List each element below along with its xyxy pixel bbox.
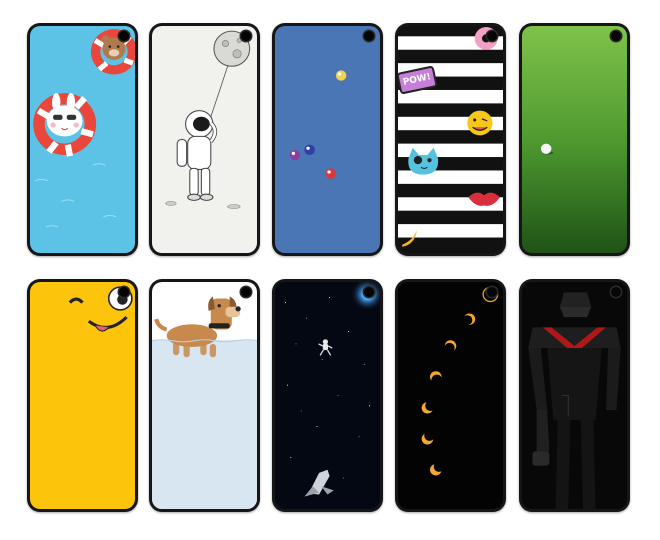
phone-robot xyxy=(519,279,630,512)
camera-hole xyxy=(241,287,251,297)
camera-hole xyxy=(487,31,497,41)
camera-hole xyxy=(119,31,129,41)
phone-swimming-animals xyxy=(27,23,138,256)
wallpaper-billiard-balls xyxy=(275,26,380,253)
wallpaper-golf-ball xyxy=(522,26,627,253)
camera-hole xyxy=(487,287,497,297)
phone-golf-ball xyxy=(519,23,630,256)
phone-dog-water xyxy=(149,279,260,512)
pow-sticker-text: POW! xyxy=(402,72,432,88)
wallpaper-eclipse xyxy=(398,282,503,509)
phone-stickers: POW! xyxy=(395,23,506,256)
wallpaper-robot xyxy=(522,282,627,509)
wallpaper-swimming-animals xyxy=(30,26,135,253)
wallpaper-astronaut-balloon xyxy=(152,26,257,253)
camera-hole xyxy=(611,287,621,297)
camera-hole xyxy=(119,287,129,297)
camera-hole xyxy=(241,31,251,41)
phone-eclipse xyxy=(395,279,506,512)
wallpaper-stickers: POW! xyxy=(398,26,503,253)
wallpaper-dog-water xyxy=(152,282,257,509)
phone-space-astronaut xyxy=(272,279,383,512)
phone-billiard-balls xyxy=(272,23,383,256)
wallpaper-winking-face xyxy=(30,282,135,509)
phone-astronaut-balloon xyxy=(149,23,260,256)
camera-hole xyxy=(611,31,621,41)
wallpaper-space-astronaut xyxy=(275,282,380,509)
camera-hole xyxy=(364,287,374,297)
phone-winking-face xyxy=(27,279,138,512)
camera-hole xyxy=(364,31,374,41)
